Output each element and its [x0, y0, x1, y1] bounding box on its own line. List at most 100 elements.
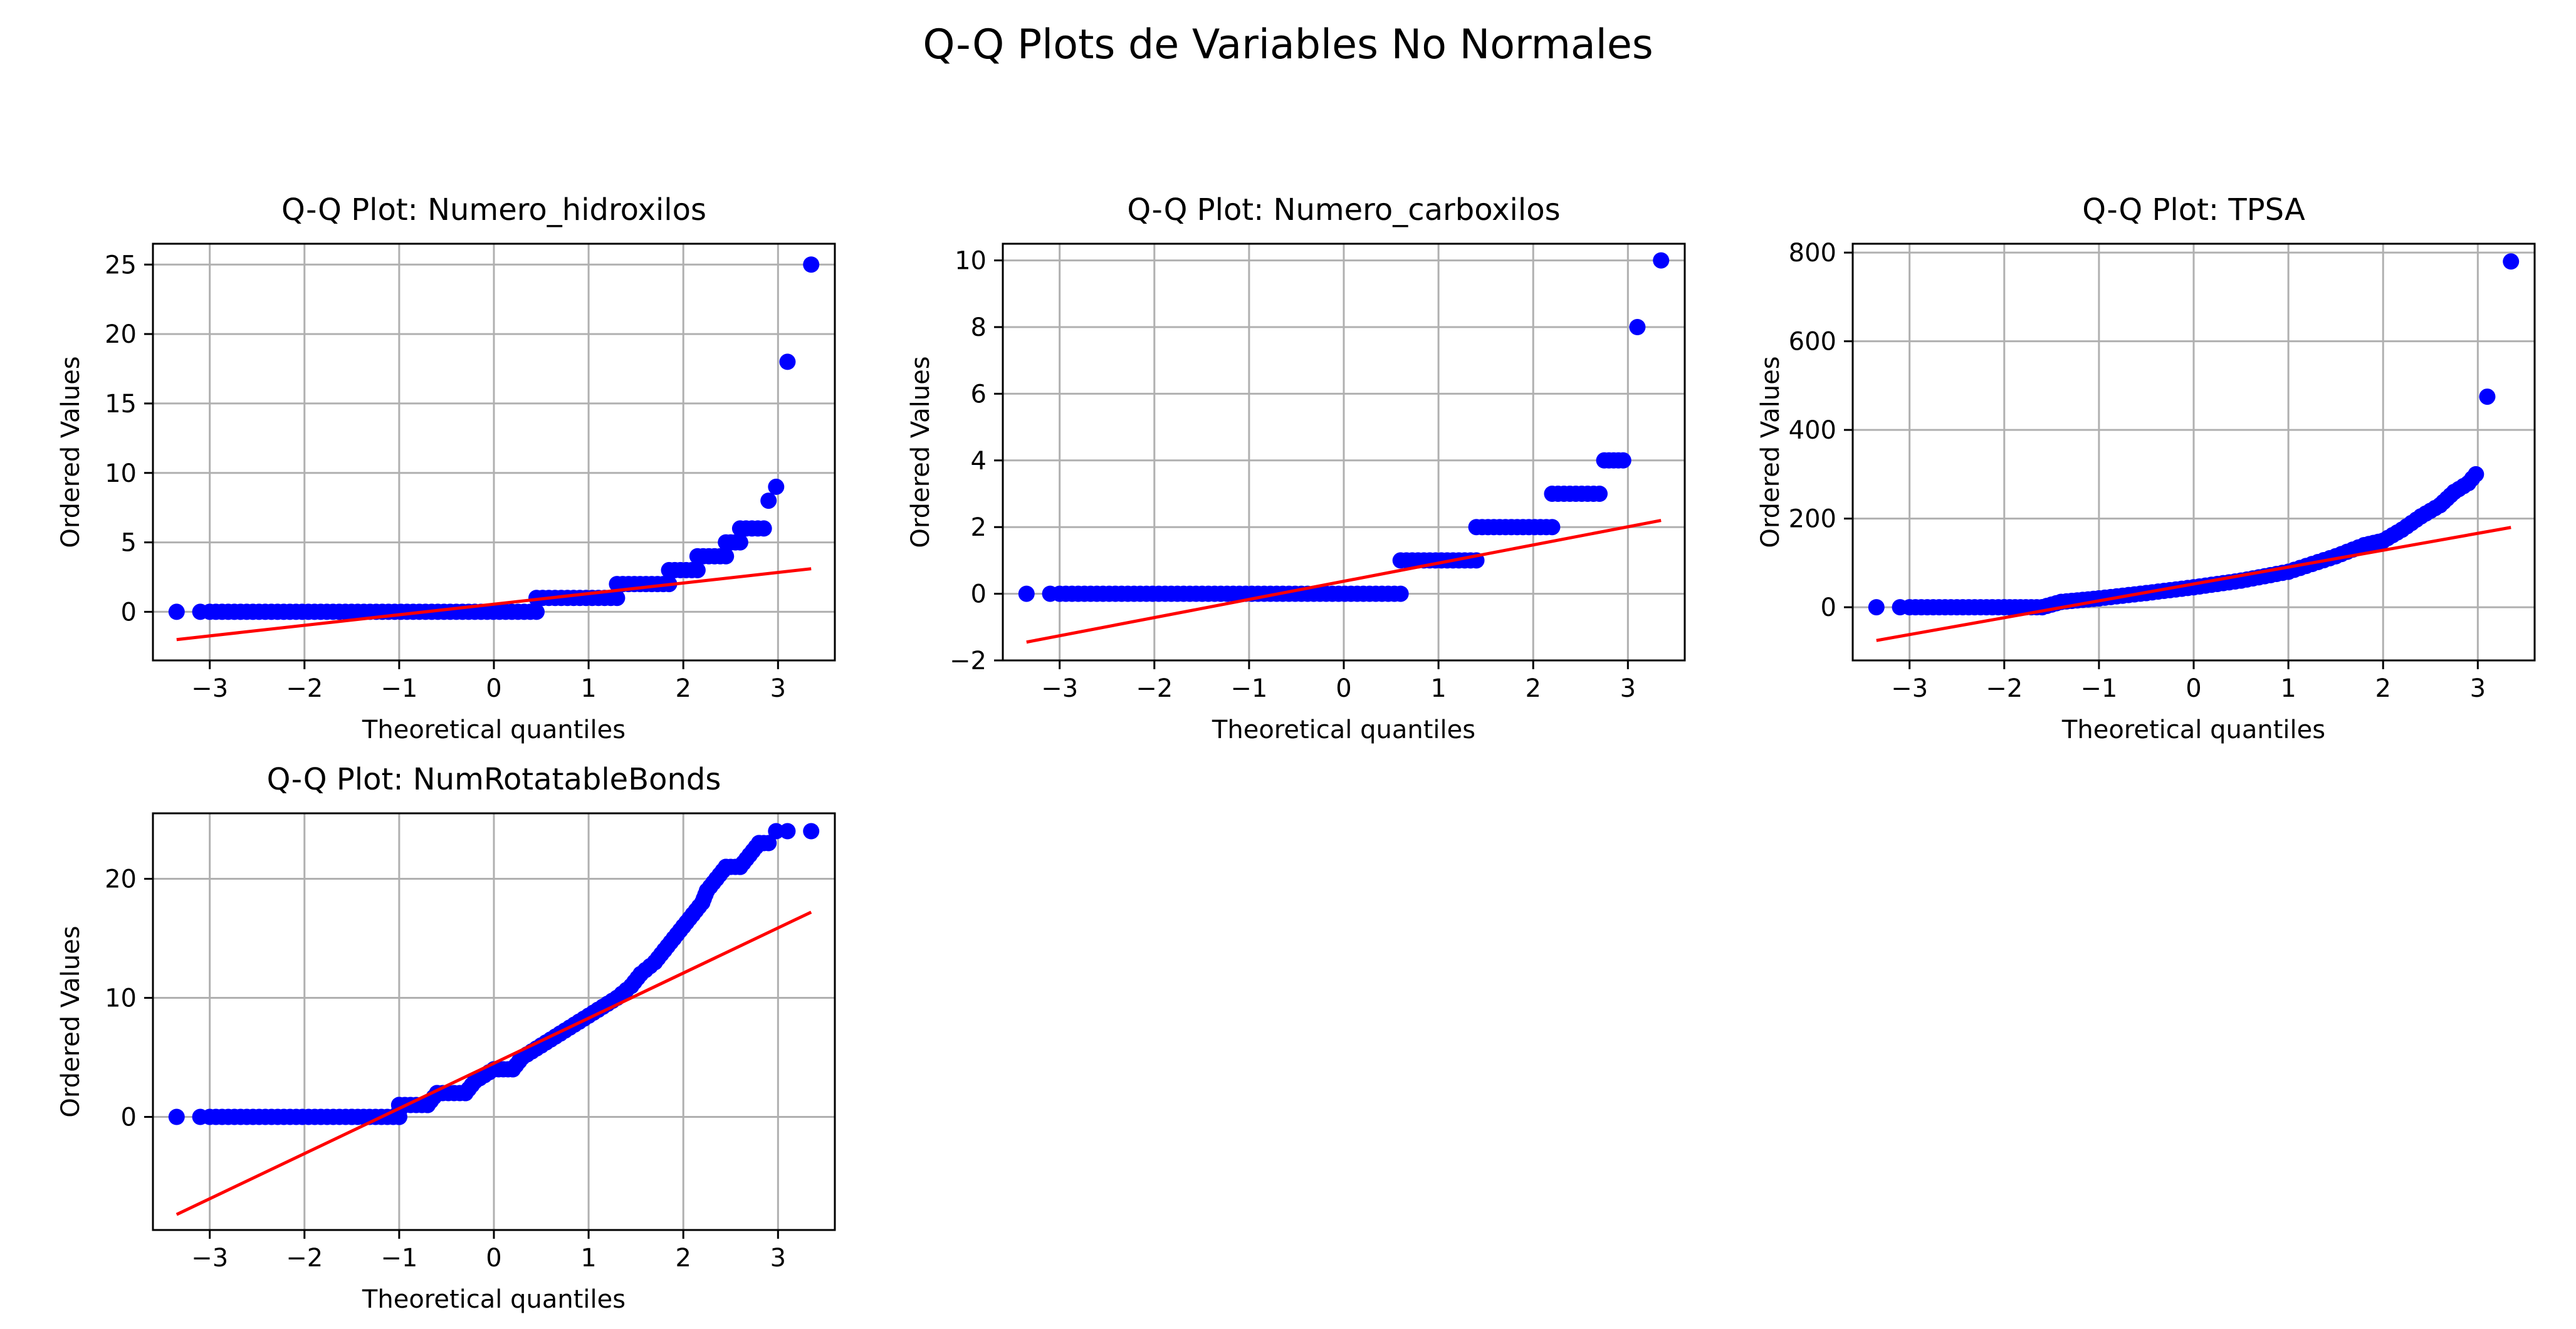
y-tick-label: 20 [105, 320, 137, 349]
data-point [1392, 585, 1409, 602]
x-tick-label: −2 [286, 674, 323, 703]
chart-title: Q-Q Plot: Numero_hidroxilos [281, 192, 706, 227]
data-point [1892, 599, 1908, 616]
x-axis-label: Theoretical quantiles [1212, 716, 1475, 744]
x-tick-label: −1 [1230, 674, 1267, 703]
data-point [168, 603, 185, 620]
data-point [2479, 388, 2496, 405]
data-point [2503, 253, 2520, 270]
y-tick-label: 0 [121, 598, 137, 627]
x-tick-label: 1 [1430, 674, 1446, 703]
data-point [779, 353, 796, 370]
y-tick-label: 25 [105, 251, 137, 279]
data-point [779, 823, 796, 840]
y-axis-label: Ordered Values [1756, 356, 1785, 548]
y-axis-label: Ordered Values [56, 925, 85, 1117]
data-point [2468, 466, 2484, 482]
y-tick-label: 10 [105, 459, 137, 488]
x-tick-label: 3 [2470, 674, 2486, 703]
x-tick-label: 3 [770, 674, 786, 703]
x-tick-label: −1 [2080, 674, 2117, 703]
y-tick-label: 600 [1789, 328, 1836, 357]
x-tick-label: 2 [2375, 674, 2390, 703]
data-points [1018, 252, 1670, 602]
y-tick-label: 10 [105, 984, 137, 1013]
x-axis-label: Theoretical quantiles [362, 716, 626, 744]
x-tick-label: 2 [675, 674, 691, 703]
y-axis-label: Ordered Values [906, 356, 935, 548]
data-point [1653, 252, 1670, 269]
y-tick-label: 0 [971, 580, 987, 609]
y-tick-label: 10 [955, 247, 987, 276]
x-tick-label: 0 [2186, 674, 2201, 703]
x-tick-label: −2 [1136, 674, 1173, 703]
x-tick-label: −3 [1891, 674, 1928, 703]
x-axis-label: Theoretical quantiles [362, 1285, 626, 1314]
chart-title: Q-Q Plot: NumRotatableBonds [267, 762, 721, 797]
data-points [168, 823, 820, 1125]
x-tick-label: −1 [380, 1244, 417, 1273]
y-tick-label: −2 [950, 647, 987, 675]
chart-title: Q-Q Plot: TPSA [2082, 192, 2305, 227]
data-point [760, 493, 777, 509]
data-point [718, 548, 735, 565]
y-tick-label: 15 [105, 390, 137, 419]
data-point [803, 256, 820, 273]
data-point [528, 603, 545, 620]
x-tick-label: −2 [1986, 674, 2023, 703]
y-tick-label: 2 [971, 513, 987, 542]
x-tick-label: 0 [486, 674, 501, 703]
x-tick-label: 2 [675, 1244, 691, 1273]
data-point [689, 561, 706, 578]
chart-panel: −3 −2 −1 0 1 2 3 0 200 400 600 800 Q-Q Plot: TPSA The… [1756, 192, 2536, 744]
x-tick-label: 3 [770, 1244, 786, 1273]
data-point [731, 534, 748, 551]
data-point [1868, 599, 1885, 616]
data-point [1544, 519, 1561, 536]
x-tick-label: 1 [2280, 674, 2296, 703]
x-tick-label: −2 [286, 1244, 323, 1273]
x-tick-label: −3 [191, 1244, 228, 1273]
y-tick-label: 4 [971, 447, 987, 476]
y-tick-label: 0 [121, 1103, 137, 1132]
y-tick-label: 0 [1821, 593, 1836, 622]
y-tick-label: 400 [1789, 416, 1836, 445]
data-point [755, 520, 772, 537]
chart-title: Q-Q Plot: Numero_carboxilos [1127, 192, 1560, 227]
y-tick-label: 200 [1789, 505, 1836, 534]
data-point [760, 835, 777, 852]
data-point [168, 1108, 185, 1125]
data-point [1629, 319, 1646, 335]
y-tick-label: 5 [121, 529, 137, 558]
y-axis-label: Ordered Values [56, 356, 85, 548]
data-point [803, 823, 820, 840]
data-point [1042, 585, 1059, 602]
x-tick-label: 2 [1525, 674, 1541, 703]
x-tick-label: 3 [1620, 674, 1636, 703]
x-axis-label: Theoretical quantiles [2061, 716, 2325, 744]
fit-line [175, 910, 812, 1216]
data-point [768, 823, 785, 840]
data-point [192, 1108, 209, 1125]
data-point [192, 603, 209, 620]
fit-line [176, 567, 812, 642]
fit-line [1876, 526, 2511, 642]
y-tick-label: 800 [1789, 239, 1836, 268]
y-tick-label: 20 [105, 865, 137, 894]
x-tick-label: 1 [580, 1244, 596, 1273]
data-point [1018, 585, 1035, 602]
chart-panel: −3 −2 −1 0 1 2 3 −2 0 2 4 6 8 10 Q-Q Plot: Numero_carb… [906, 192, 1686, 744]
x-tick-label: 0 [1336, 674, 1351, 703]
figure-title: Q-Q Plots de Variables No Normales [923, 21, 1653, 68]
x-tick-label: −3 [1041, 674, 1078, 703]
x-tick-label: 1 [580, 674, 596, 703]
chart-panel: −3 −2 −1 0 1 2 3 0 10 20 Q-Q Plot: NumRotatableBon… [56, 762, 836, 1314]
x-tick-label: −1 [380, 674, 417, 703]
y-tick-label: 6 [971, 380, 987, 409]
data-point [609, 590, 626, 607]
x-tick-label: −3 [191, 674, 228, 703]
y-tick-label: 8 [971, 313, 987, 342]
data-point [1615, 452, 1631, 469]
